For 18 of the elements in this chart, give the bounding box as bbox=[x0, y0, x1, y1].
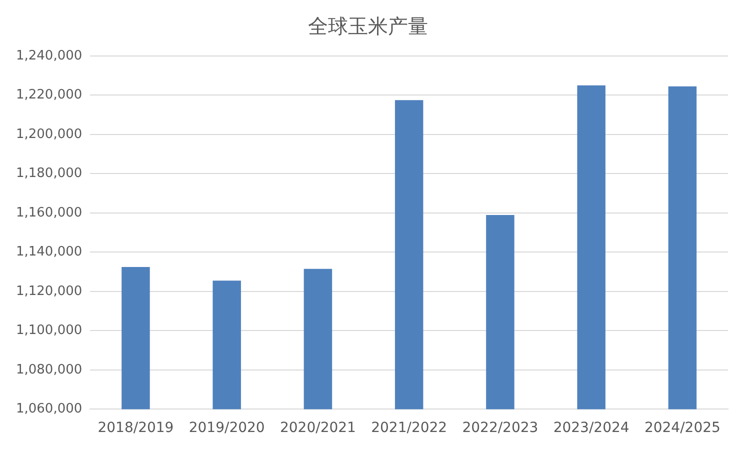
y-tick-label: 1,240,000 bbox=[16, 48, 82, 64]
y-tick-label: 1,200,000 bbox=[16, 126, 82, 142]
y-tick-label: 1,220,000 bbox=[16, 88, 82, 103]
x-tick-label: 2018/2019 bbox=[98, 420, 174, 436]
x-tick-label: 2019/2020 bbox=[188, 420, 265, 436]
chart-title: 全球玉米产量 bbox=[308, 14, 428, 38]
y-tick-label: 1,100,000 bbox=[16, 323, 82, 338]
x-tick-label: 2022/2023 bbox=[462, 420, 538, 436]
x-tick-label: 2023/2024 bbox=[553, 420, 630, 436]
y-tick-label: 1,060,000 bbox=[16, 402, 82, 417]
y-tick-label: 1,080,000 bbox=[16, 362, 82, 378]
y-tick-label: 1,160,000 bbox=[16, 205, 82, 220]
y-tick-label: 1,120,000 bbox=[16, 284, 82, 299]
y-tick-label: 1,180,000 bbox=[16, 166, 82, 182]
y-tick-label: 1,140,000 bbox=[16, 244, 82, 260]
x-tick-label: 2020/2021 bbox=[280, 420, 356, 436]
x-tick-label: 2021/2022 bbox=[371, 420, 448, 436]
x-tick-label: 2024/2025 bbox=[644, 420, 720, 436]
